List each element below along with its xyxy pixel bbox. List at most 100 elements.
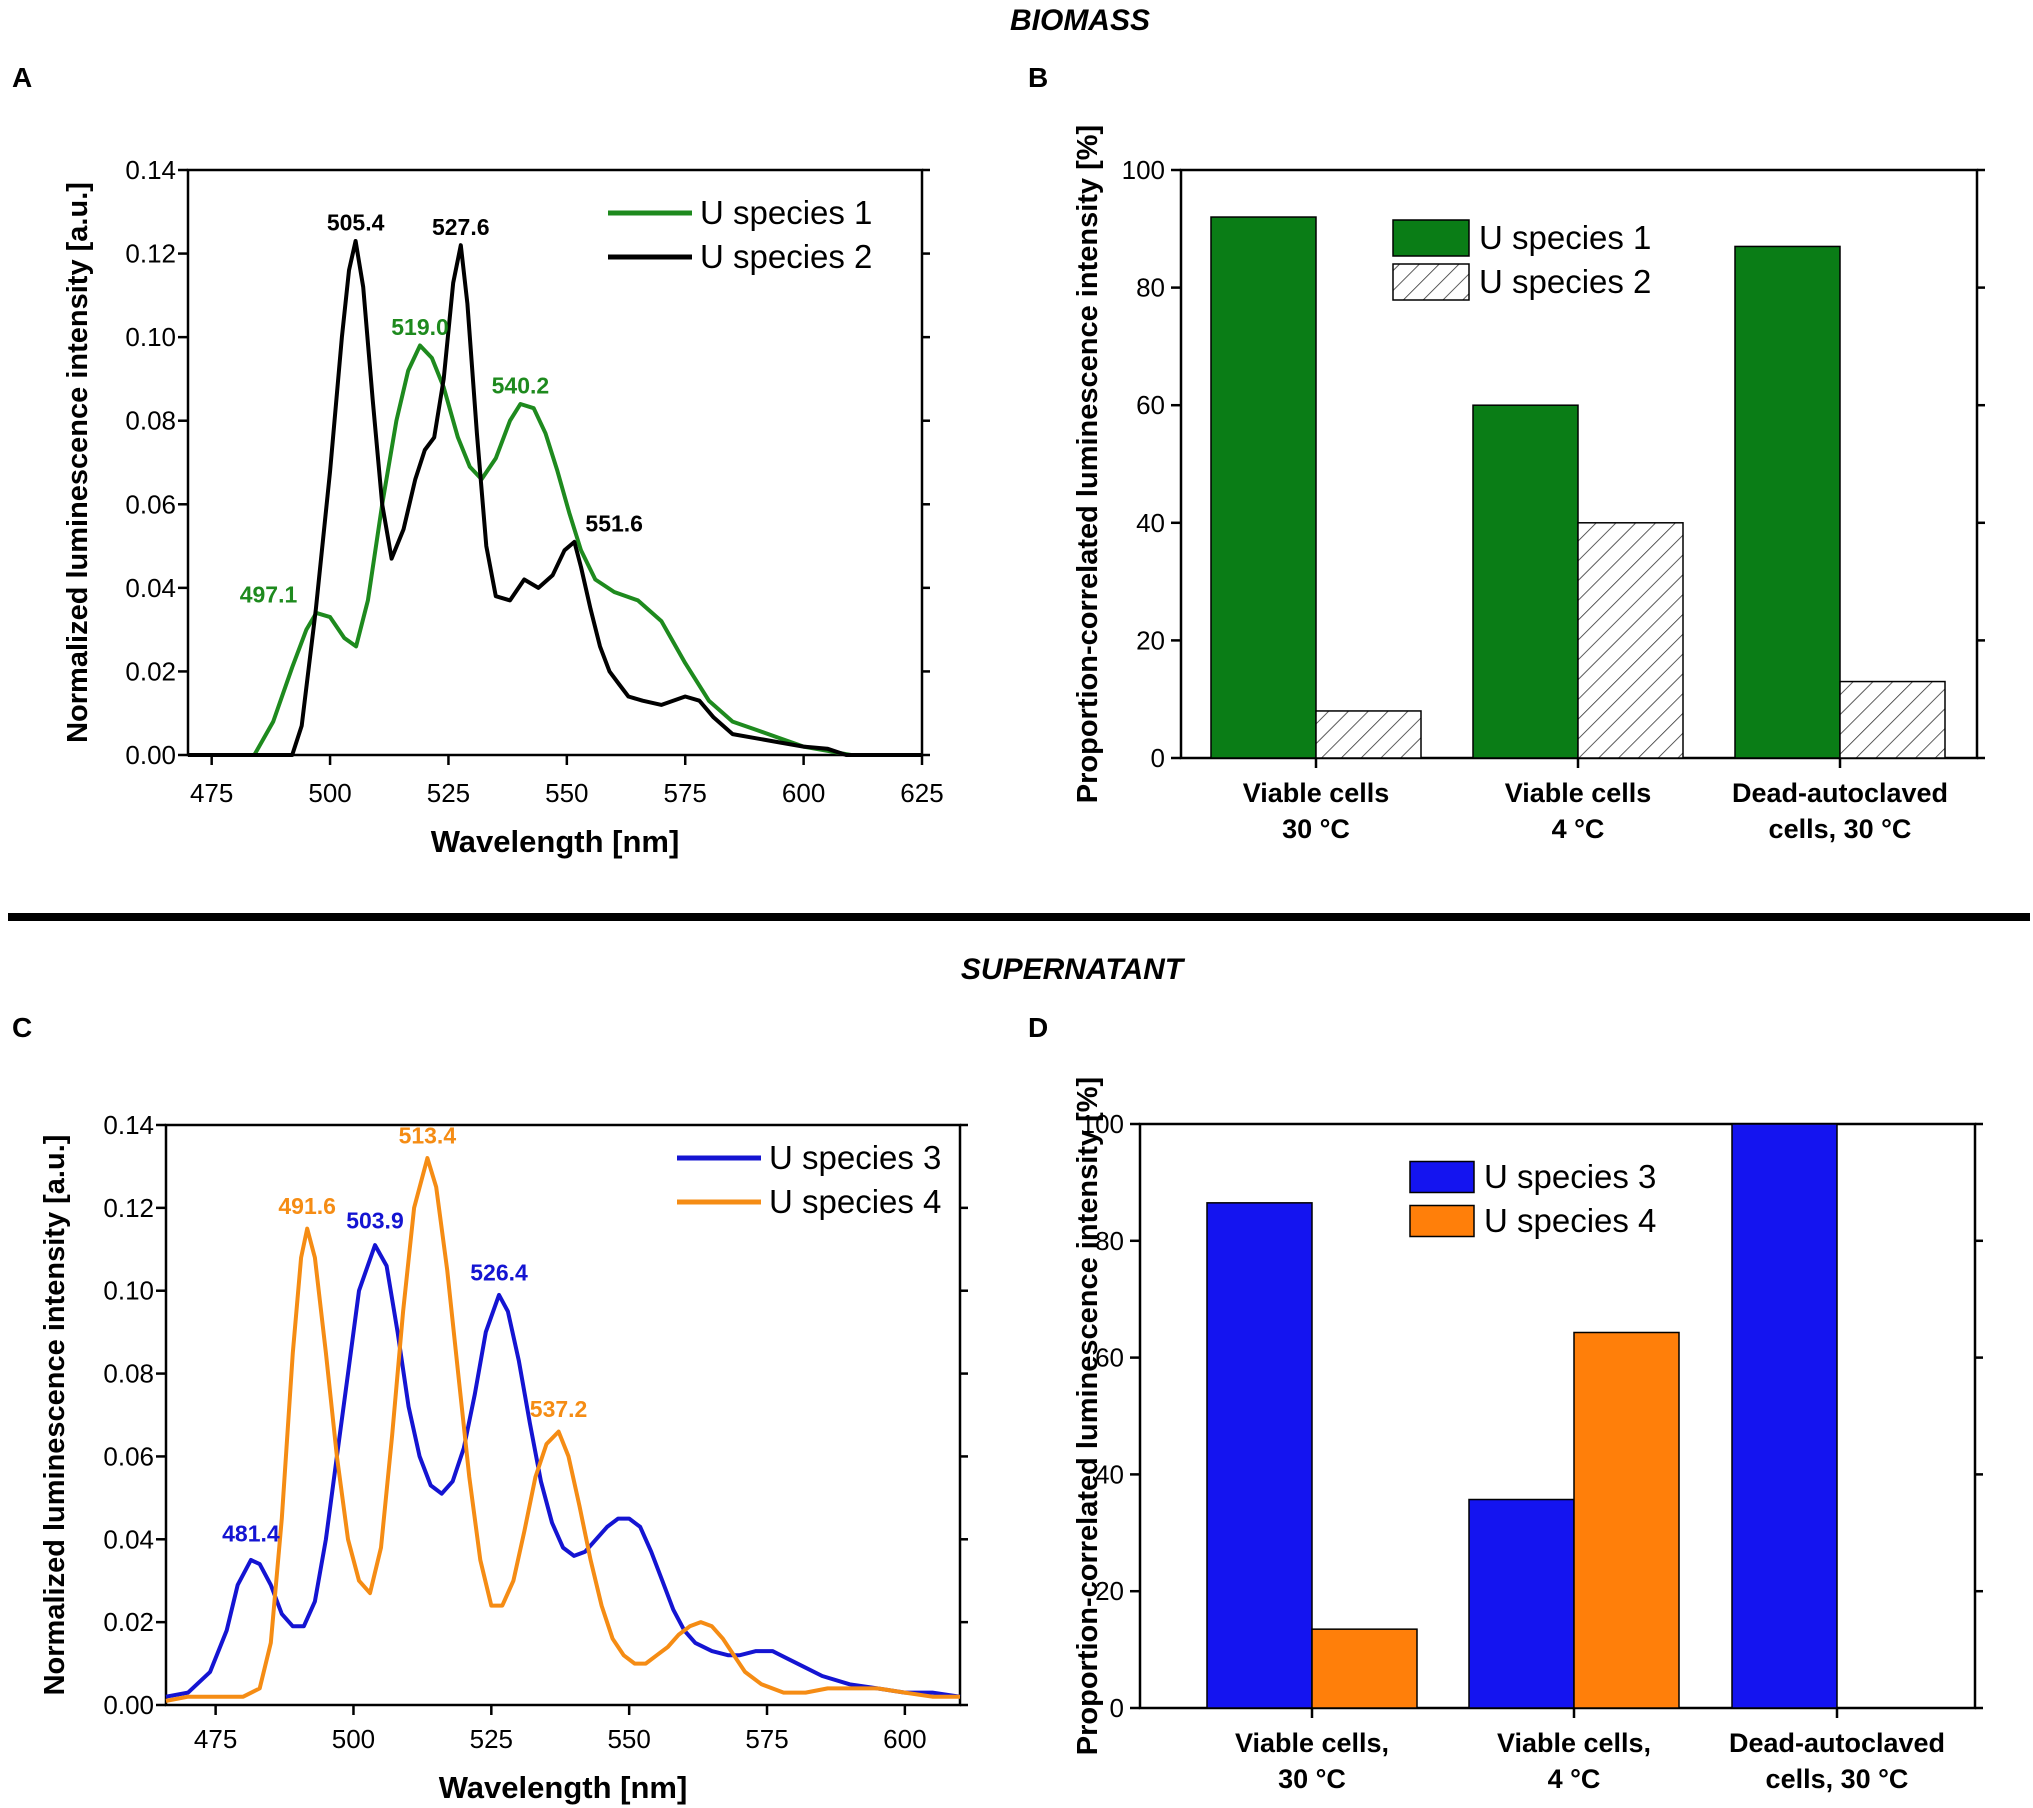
y-axis-label: Proportion-correlated luminescence inten… [1072, 125, 1104, 803]
bar-u-species-3 [1468, 1498, 1575, 1709]
y-tick-label: 0.06 [103, 1441, 154, 1471]
x-tick-label: 500 [308, 778, 351, 808]
category-label: 4 °C [1548, 1764, 1601, 1794]
category-label: 4 °C [1552, 814, 1605, 844]
category-label: Viable cells, [1497, 1728, 1651, 1758]
legend-swatch [1392, 219, 1470, 257]
y-tick-label: 0.10 [125, 322, 176, 352]
y-tick-label: 0.12 [125, 239, 176, 269]
category-label: Viable cells [1505, 778, 1652, 808]
y-tick-label: 0 [1110, 1693, 1124, 1723]
y-tick-label: 80 [1136, 273, 1165, 303]
peak-label: 526.4 [470, 1259, 528, 1285]
section-title-biomass: BIOMASS [1009, 4, 1150, 37]
section-title-supernatant: SUPERNATANT [960, 953, 1184, 986]
y-tick-label: 0.04 [103, 1524, 154, 1554]
legend-label: U species 3 [1484, 1158, 1656, 1195]
series-line-u-species-2 [188, 239, 922, 757]
x-tick-label: 575 [664, 778, 707, 808]
peak-label: 503.9 [346, 1208, 404, 1234]
series-line-u-species-4 [165, 1156, 960, 1703]
bar-u-species-1 [1472, 404, 1579, 759]
y-tick-label: 40 [1095, 1459, 1124, 1489]
legend-label: U species 1 [1479, 219, 1651, 256]
category-label: 30 °C [1282, 814, 1350, 844]
peak-label: 537.2 [530, 1396, 588, 1422]
legend-label: U species 4 [769, 1183, 941, 1220]
x-tick-label: 600 [883, 1724, 926, 1754]
bar-u-species-1 [1734, 245, 1841, 759]
x-tick-label: 575 [745, 1724, 788, 1754]
panel-label-a: A [12, 62, 33, 93]
y-tick-label: 80 [1095, 1226, 1124, 1256]
category-label: cells, 30 °C [1769, 814, 1912, 844]
legend-swatch [1409, 1204, 1475, 1238]
category-label: Viable cells, [1235, 1728, 1389, 1758]
y-tick-label: 0.10 [103, 1276, 154, 1306]
y-tick-label: 0.14 [103, 1110, 154, 1140]
y-tick-label: 60 [1136, 390, 1165, 420]
y-tick-label: 100 [1122, 155, 1165, 185]
peak-label: 519.0 [391, 314, 449, 340]
legend-label: U species 1 [700, 194, 872, 231]
peak-label: 497.1 [240, 581, 298, 607]
y-tick-label: 0 [1151, 743, 1165, 773]
legend-label: U species 2 [1479, 263, 1651, 300]
category-label: Viable cells [1243, 778, 1390, 808]
y-tick-label: 0.08 [125, 406, 176, 436]
x-tick-label: 550 [545, 778, 588, 808]
x-tick-label: 500 [332, 1724, 375, 1754]
y-axis-label: Normalized luminescence intensity [a.u.] [62, 182, 94, 743]
y-axis-label: Normalized luminescence intensity [a.u.] [39, 1135, 71, 1696]
x-axis-label: Wavelength [nm] [431, 824, 680, 859]
x-tick-label: 525 [470, 1724, 513, 1754]
y-tick-label: 0.00 [125, 740, 176, 770]
category-label: cells, 30 °C [1766, 1764, 1909, 1794]
peak-label: 505.4 [327, 210, 385, 236]
legend-swatch [1392, 263, 1470, 301]
y-axis-label: Proportion-correlated luminescence inten… [1072, 1077, 1104, 1755]
bar-u-species-2 [1839, 680, 1946, 759]
peak-label: 551.6 [585, 510, 643, 536]
peak-label: 540.2 [492, 373, 550, 399]
y-tick-label: 20 [1136, 625, 1165, 655]
series-line-u-species-1 [188, 343, 922, 757]
panel-label-d: D [1028, 1012, 1049, 1043]
category-label: 30 °C [1278, 1764, 1346, 1794]
peak-label: 527.6 [432, 214, 490, 240]
y-tick-label: 60 [1095, 1343, 1124, 1373]
y-tick-label: 0.02 [103, 1607, 154, 1637]
x-tick-label: 600 [782, 778, 825, 808]
x-tick-label: 475 [194, 1724, 237, 1754]
bar-u-species-2 [1315, 710, 1422, 759]
y-tick-label: 0.14 [125, 155, 176, 185]
category-label: Dead-autoclaved [1729, 1728, 1945, 1758]
chart-c-spectrum: 0.00 0.02 0.04 0.06 0.08 0.10 0.12 0.14 Normaliz… [39, 1110, 968, 1805]
x-tick-label: 475 [190, 778, 233, 808]
bar-u-species-4 [1311, 1628, 1418, 1709]
legend-label: U species 2 [700, 238, 872, 275]
bar-u-species-2 [1577, 522, 1684, 759]
y-tick-label: 0.04 [125, 573, 176, 603]
bar-u-species-1 [1210, 216, 1317, 759]
y-tick-label: 100 [1081, 1109, 1124, 1139]
legend-label: U species 4 [1484, 1202, 1656, 1239]
chart-b-bar: 0 20 40 60 80 100 Proportion-correlated lumine… [1072, 125, 1985, 844]
category-label: Dead-autoclaved [1732, 778, 1948, 808]
bar-u-species-3 [1731, 1123, 1838, 1709]
y-tick-label: 40 [1136, 508, 1165, 538]
y-tick-label: 0.08 [103, 1359, 154, 1389]
y-tick-label: 0.06 [125, 489, 176, 519]
panel-label-c: C [12, 1012, 33, 1043]
x-tick-label: 550 [607, 1724, 650, 1754]
y-tick-label: 0.02 [125, 656, 176, 686]
y-tick-label: 0.12 [103, 1193, 154, 1223]
plot-frame [186, 168, 924, 757]
peak-label: 481.4 [222, 1520, 280, 1546]
section-divider [8, 913, 2030, 921]
y-tick-label: 0.00 [103, 1690, 154, 1720]
peak-label: 513.4 [399, 1123, 457, 1149]
x-axis-label: Wavelength [nm] [439, 1770, 688, 1805]
